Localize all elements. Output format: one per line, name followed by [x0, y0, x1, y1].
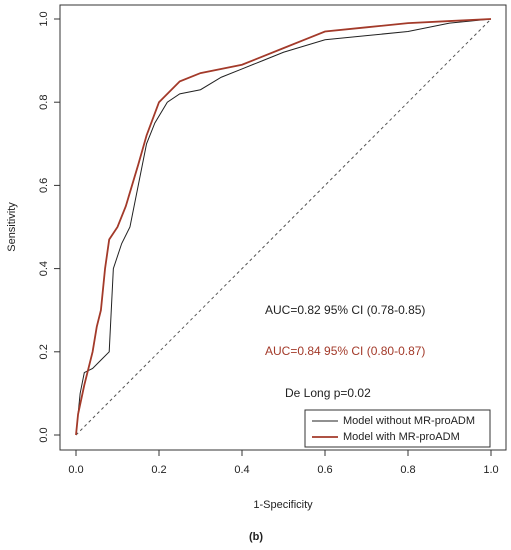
y-tick-label: 0.8	[38, 95, 50, 110]
x-tick-label: 0.0	[68, 464, 83, 476]
y-axis-label: Sensitivity	[6, 202, 18, 252]
x-tick-label: 1.0	[483, 464, 498, 476]
legend-label: Model without MR-proADM	[343, 415, 475, 427]
y-tick-label: 0.0	[38, 427, 50, 442]
annotation: AUC=0.82 95% CI (0.78-0.85)	[265, 303, 425, 317]
y-tick-label: 0.6	[38, 178, 50, 193]
legend-label: Model with MR-proADM	[343, 431, 460, 443]
legend-box	[304, 409, 491, 448]
x-tick-label: 0.2	[151, 464, 166, 476]
caption: (b)	[249, 531, 263, 543]
y-tick-label: 0.2	[38, 344, 50, 359]
roc-curve	[75, 18, 492, 436]
annotation: De Long p=0.02	[285, 386, 371, 400]
x-tick-label: 0.6	[317, 464, 332, 476]
plot-frame	[59, 4, 507, 451]
reference-diagonal	[75, 18, 492, 436]
x-axis-label: 1-Specificity	[253, 499, 313, 511]
x-tick-label: 0.4	[234, 464, 249, 476]
x-tick-label: 0.8	[400, 464, 415, 476]
y-tick-label: 1.0	[38, 11, 50, 26]
annotation: AUC=0.84 95% CI (0.80-0.87)	[265, 344, 425, 358]
roc-curve	[75, 18, 492, 436]
y-tick-label: 0.4	[38, 261, 50, 276]
